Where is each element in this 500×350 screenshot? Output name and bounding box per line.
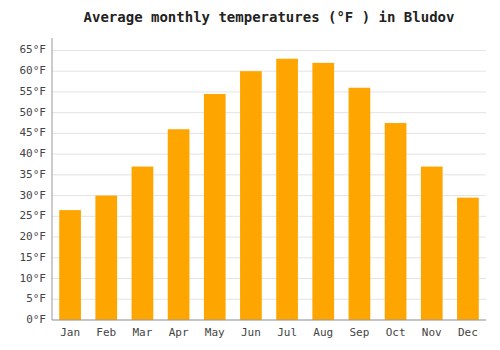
- y-tick-label: 45°F: [20, 126, 47, 139]
- x-tick-label: May: [205, 326, 225, 339]
- y-tick-label: 0°F: [26, 313, 46, 326]
- x-axis-line: [52, 320, 486, 321]
- title: Average monthly temperatures (°F ) in Bl…: [84, 9, 455, 25]
- x-tick-label: Dec: [458, 326, 478, 339]
- x-tick-label: Jan: [60, 326, 80, 339]
- chart: 0°F 5°F 10°F 15°F 20°F 25°F 30°F 35°F 40°F 45°F 50…: [0, 0, 500, 350]
- bar: [132, 167, 154, 320]
- x-tick-label: Feb: [96, 326, 116, 339]
- y-tick-label: 25°F: [20, 209, 47, 222]
- y-axis-line: [52, 38, 53, 320]
- x-tick-label: Nov: [422, 326, 442, 339]
- bar: [240, 71, 262, 320]
- grid-line: [52, 71, 486, 72]
- y-tick-label: 10°F: [20, 272, 47, 285]
- grid-line: [52, 91, 486, 92]
- y-tick-label: 35°F: [20, 168, 47, 181]
- y-tick-label: 65°F: [20, 43, 47, 56]
- bar: [168, 129, 190, 320]
- y-tick-label: 55°F: [20, 85, 47, 98]
- x-tick-label: Oct: [386, 326, 406, 339]
- bar: [312, 63, 334, 320]
- x-tick-label: Jun: [241, 326, 261, 339]
- chart-container: 0°F 5°F 10°F 15°F 20°F 25°F 30°F 35°F 40°F 45°F 50…: [0, 0, 500, 350]
- grid: [52, 50, 486, 320]
- bar: [276, 59, 298, 320]
- bars: [59, 59, 479, 320]
- bar: [421, 167, 443, 320]
- bar: [457, 198, 479, 320]
- y-tick-label: 30°F: [20, 189, 47, 202]
- y-ticks: 0°F 5°F 10°F 15°F 20°F 25°F 30°F 35°F 40°F 45°F 50…: [20, 43, 47, 326]
- x-tick-label: Jul: [277, 326, 297, 339]
- bar: [349, 88, 371, 320]
- x-tick-label: Apr: [169, 326, 189, 339]
- x-ticks: Jan Feb Mar Apr May Jun Jul Aug Sep Oct Nov Dec: [60, 326, 478, 339]
- y-tick-label: 20°F: [20, 230, 47, 243]
- x-tick-label: Mar: [132, 326, 152, 339]
- y-tick-label: 40°F: [20, 147, 47, 160]
- y-tick-label: 5°F: [26, 292, 46, 305]
- y-tick-label: 50°F: [20, 106, 47, 119]
- y-tick-label: 15°F: [20, 251, 47, 264]
- grid-line: [52, 154, 486, 155]
- grid-line: [52, 50, 486, 51]
- bar: [59, 210, 81, 320]
- bar: [204, 94, 226, 320]
- grid-line: [52, 320, 486, 321]
- bar: [385, 123, 407, 320]
- grid-line: [52, 133, 486, 134]
- grid-line: [52, 112, 486, 113]
- x-tick-label: Sep: [349, 326, 369, 339]
- y-tick-label: 60°F: [20, 64, 47, 77]
- x-tick-label: Aug: [313, 326, 333, 339]
- bar: [95, 196, 117, 320]
